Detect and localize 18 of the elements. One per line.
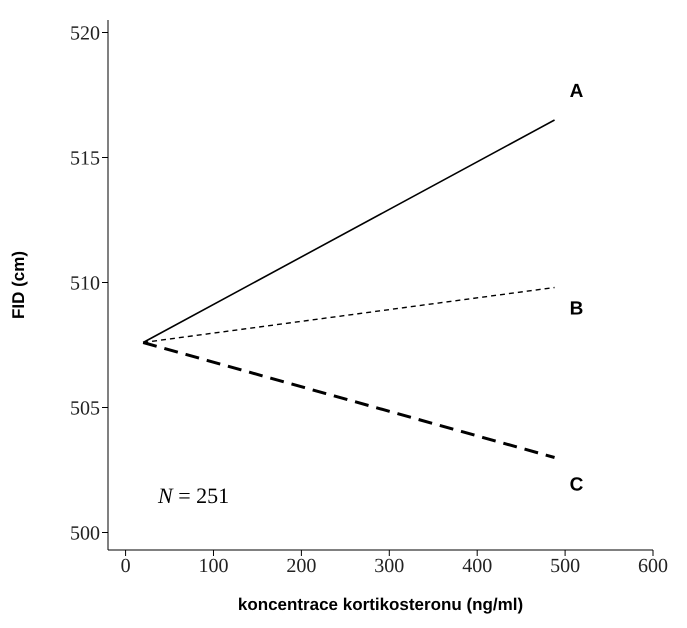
x-axis-title: koncentrace kortikosteronu (ng/ml) bbox=[238, 595, 524, 614]
y-tick-label: 505 bbox=[70, 398, 100, 420]
x-tick-label: 500 bbox=[550, 555, 580, 578]
annotation: N = 251 bbox=[157, 483, 230, 508]
x-tick-label: 600 bbox=[638, 555, 668, 578]
x-tick-label: 200 bbox=[286, 555, 316, 578]
x-tick-label: 100 bbox=[198, 555, 228, 578]
y-tick-label: 515 bbox=[70, 148, 100, 170]
series-label: C bbox=[570, 474, 584, 496]
y-tick-label: 520 bbox=[70, 22, 100, 45]
x-tick-label: 0 bbox=[120, 555, 131, 578]
series-label: A bbox=[570, 81, 584, 102]
x-tick-label: 400 bbox=[462, 555, 492, 578]
x-tick-label: 300 bbox=[374, 555, 404, 578]
series-label: B bbox=[570, 298, 584, 320]
y-axis-title: FID (cm) bbox=[9, 251, 28, 319]
y-tick-label: 500 bbox=[70, 522, 100, 545]
y-tick-label: 510 bbox=[70, 272, 100, 295]
